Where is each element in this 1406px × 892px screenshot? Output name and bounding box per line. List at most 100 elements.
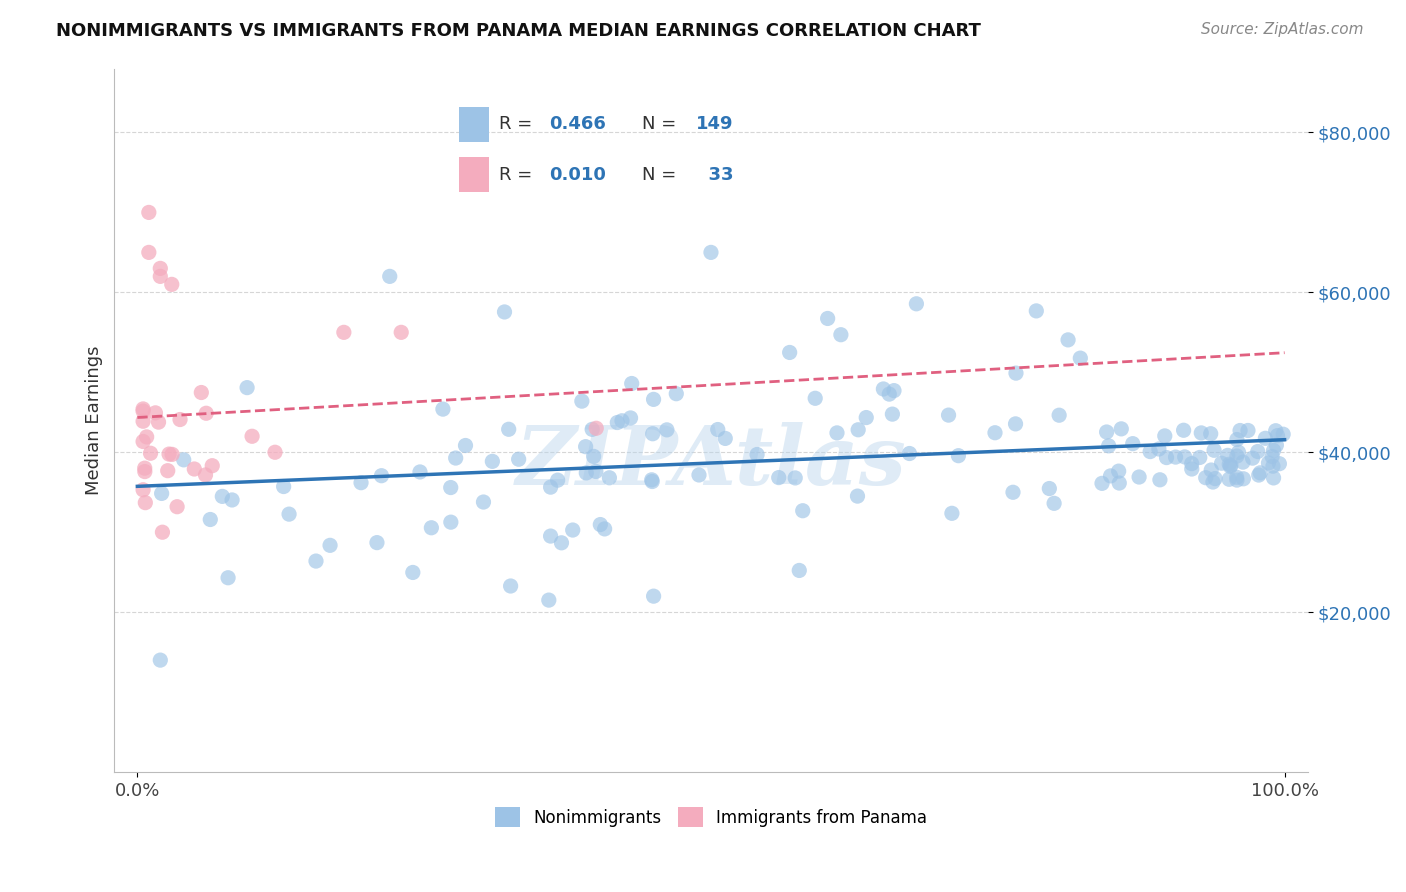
Point — [1189, 425, 1212, 440]
Point — [785, 471, 807, 485]
Point — [1122, 436, 1144, 450]
Point — [366, 535, 388, 549]
Point — [173, 453, 195, 467]
Point — [1227, 445, 1250, 459]
Point — [1108, 464, 1130, 478]
Point — [877, 387, 900, 401]
Point — [273, 479, 295, 493]
Point — [641, 426, 664, 441]
Text: NONIMMIGRANTS VS IMMIGRANTS FROM PANAMA MEDIAN EARNINGS CORRELATION CHART: NONIMMIGRANTS VS IMMIGRANTS FROM PANAMA … — [56, 22, 981, 40]
Point — [898, 446, 921, 460]
Point — [938, 408, 960, 422]
Point — [305, 554, 328, 568]
Point — [1147, 442, 1170, 456]
Point — [984, 425, 1007, 440]
Point — [132, 434, 155, 449]
Point — [169, 412, 191, 426]
Point — [619, 411, 641, 425]
Point — [494, 305, 516, 319]
Point — [132, 414, 155, 428]
Point — [499, 579, 522, 593]
Point — [1199, 463, 1222, 477]
Point — [1204, 472, 1226, 486]
Point — [846, 423, 869, 437]
Y-axis label: Median Earnings: Median Earnings — [86, 345, 103, 495]
Point — [160, 447, 183, 461]
Point — [454, 438, 477, 452]
Point — [1139, 444, 1161, 458]
Point — [183, 462, 205, 476]
Point — [804, 392, 827, 406]
Point — [1153, 429, 1175, 443]
Point — [1128, 470, 1150, 484]
Point — [319, 538, 342, 552]
Point — [561, 523, 583, 537]
Point — [643, 392, 665, 407]
Point — [641, 475, 664, 489]
Point — [201, 458, 224, 473]
Point — [1099, 469, 1122, 483]
Point — [883, 384, 905, 398]
Point — [1267, 428, 1289, 442]
Point — [200, 512, 222, 526]
Point — [540, 480, 562, 494]
Point — [132, 404, 155, 418]
Point — [1272, 427, 1295, 442]
Point — [1254, 431, 1277, 445]
Point — [643, 589, 665, 603]
Point — [537, 593, 560, 607]
Point — [149, 653, 172, 667]
Point — [156, 464, 179, 478]
Point — [1098, 439, 1121, 453]
Point — [138, 205, 160, 219]
Point — [1264, 424, 1286, 438]
Point — [1247, 468, 1270, 483]
Point — [481, 454, 503, 468]
Point — [472, 495, 495, 509]
Point — [217, 571, 239, 585]
Point — [905, 297, 928, 311]
Point — [139, 446, 162, 460]
Point — [145, 406, 167, 420]
Point — [444, 450, 467, 465]
Point — [714, 432, 737, 446]
Point — [264, 445, 287, 459]
Point — [688, 467, 710, 482]
Point — [1247, 444, 1270, 458]
Point — [1043, 496, 1066, 510]
Point — [547, 473, 569, 487]
Point — [1257, 456, 1279, 470]
Point — [402, 566, 425, 580]
Point — [846, 489, 869, 503]
Point — [409, 465, 432, 479]
Point — [1229, 424, 1251, 438]
Point — [941, 506, 963, 520]
Point — [1195, 471, 1218, 485]
Point — [1265, 438, 1288, 452]
Point — [540, 529, 562, 543]
Point — [1232, 472, 1254, 486]
Point — [135, 430, 157, 444]
Point — [221, 492, 243, 507]
Point — [593, 522, 616, 536]
Point — [1164, 450, 1187, 464]
Point — [1109, 422, 1132, 436]
Point — [575, 466, 598, 480]
Point — [745, 448, 768, 462]
Point — [1095, 425, 1118, 439]
Point — [150, 486, 173, 500]
Point — [665, 386, 688, 401]
Point — [581, 422, 603, 436]
Point — [211, 489, 233, 503]
Point — [817, 311, 839, 326]
Point — [440, 515, 463, 529]
Point — [1057, 333, 1080, 347]
Point — [1263, 471, 1285, 485]
Point — [1226, 473, 1249, 487]
Point — [792, 504, 814, 518]
Point — [350, 475, 373, 490]
Point — [1219, 459, 1241, 474]
Point — [550, 536, 572, 550]
Point — [1204, 443, 1226, 458]
Point — [157, 447, 180, 461]
